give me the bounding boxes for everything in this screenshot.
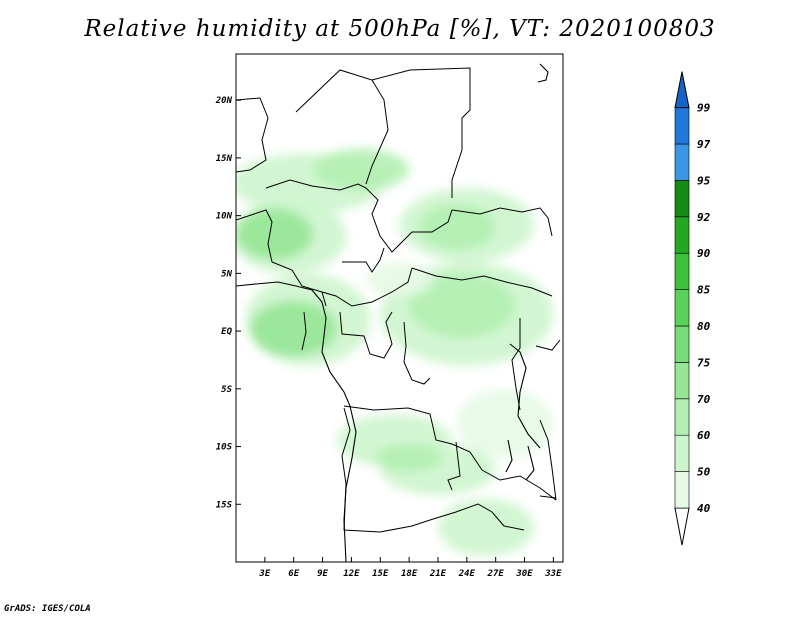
- colorbar-bin: [674, 216, 690, 254]
- lon-tick-label: 12E: [343, 569, 360, 579]
- country-borders: [236, 67, 561, 533]
- colorbar-label: 50: [697, 466, 711, 479]
- longitude-ticks: 3E 6E 9E 12E 15E 18E 21E 24E 27E 30E 33E: [258, 557, 562, 579]
- humidity-area: [312, 148, 410, 191]
- lat-tick-label: 5N: [221, 269, 232, 279]
- map-title: Relative humidity at 500hPa [%], VT: 202…: [84, 16, 716, 42]
- colorbar-bin: [674, 252, 690, 290]
- lat-tick-label: 10S: [216, 443, 233, 453]
- lon-tick-label: 27E: [487, 569, 505, 579]
- coastlines: [236, 63, 557, 562]
- colorbar-bin: [674, 143, 690, 181]
- colorbar-bin: [674, 107, 690, 145]
- lat-tick-label: 20N: [215, 96, 233, 106]
- colorbar-bin: [674, 180, 690, 218]
- lat-tick-label: 5S: [221, 385, 232, 395]
- lon-tick-label: 30E: [515, 569, 533, 579]
- colorbar-lower-triangle: [674, 507, 690, 546]
- colorbar-bin: [674, 471, 690, 509]
- colorbar: 40 50 60 70 75 80 85 90 92 95 97 99: [674, 71, 711, 546]
- colorbar-label: 99: [697, 102, 711, 115]
- humidity-area: [365, 261, 434, 297]
- plot-frame: [235, 53, 564, 563]
- lon-tick-label: 6E: [288, 569, 299, 579]
- colorbar-bin: [674, 434, 690, 472]
- lat-tick-label: 10N: [216, 212, 233, 222]
- lon-tick-label: 15E: [372, 569, 389, 579]
- humidity-area: [437, 498, 535, 557]
- colorbar-label: 40: [697, 502, 711, 515]
- colorbar-label: 70: [697, 393, 711, 406]
- colorbar-bin: [674, 398, 690, 436]
- humidity-area: [250, 301, 337, 357]
- colorbar-label: 85: [697, 284, 711, 297]
- lat-tick-label: 15N: [216, 154, 233, 164]
- grads-credit: GrADS: IGES/COLA: [4, 604, 91, 614]
- colorbar-upper-triangle: [674, 71, 690, 109]
- lon-tick-label: 21E: [429, 569, 447, 579]
- colorbar-bin: [674, 289, 690, 327]
- humidity-field: [236, 148, 554, 557]
- lon-tick-label: 9E: [317, 569, 328, 579]
- latitude-ticks: 20N 15N 10N 5N EQ 5S 10S 15S: [215, 96, 241, 510]
- lon-tick-label: 24E: [458, 569, 476, 579]
- colorbar-label: 92: [697, 211, 711, 224]
- colorbar-label: 90: [697, 247, 711, 260]
- lon-tick-label: 18E: [401, 569, 418, 579]
- lat-tick-label: EQ: [221, 327, 232, 337]
- lat-tick-label: 15S: [216, 500, 233, 510]
- colorbar-label: 75: [697, 356, 711, 369]
- humidity-area: [457, 388, 554, 459]
- colorbar-label: 95: [697, 174, 711, 187]
- colorbar-label: 97: [697, 138, 711, 151]
- humidity-area: [409, 273, 515, 339]
- humidity-map: 20N 15N 10N 5N EQ 5S 10S 15S 3E 6E 9E 12E 15E 18E 21E…: [215, 53, 711, 579]
- colorbar-bin: [674, 325, 690, 363]
- humidity-area: [418, 204, 496, 251]
- colorbar-label: 80: [697, 320, 711, 333]
- humidity-area: [236, 208, 313, 260]
- humidity-area: [375, 444, 443, 472]
- lon-tick-label: 3E: [258, 569, 270, 579]
- colorbar-bin: [674, 362, 690, 400]
- colorbar-label: 60: [697, 429, 711, 442]
- lon-tick-label: 33E: [544, 569, 562, 579]
